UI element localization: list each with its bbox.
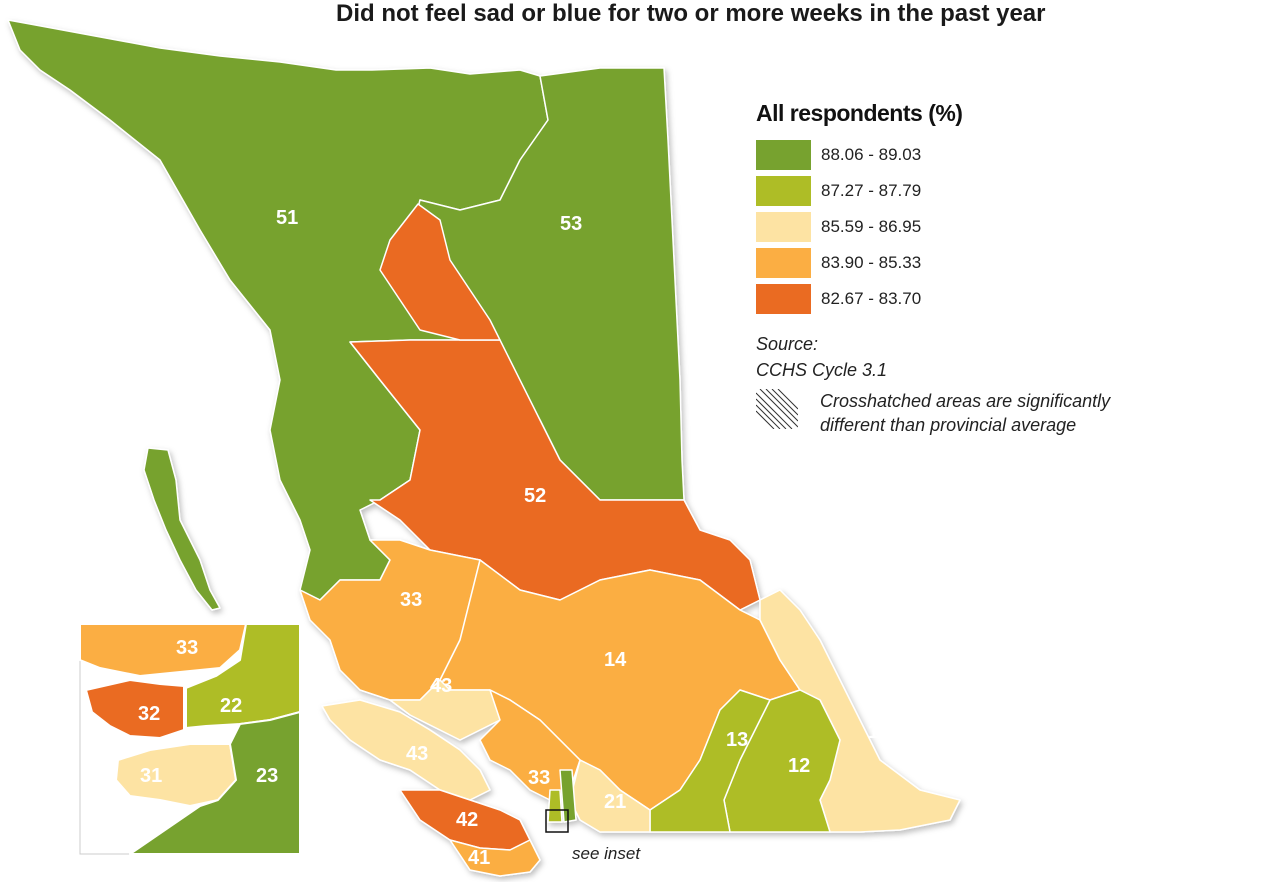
legend-label: 85.59 - 86.95	[821, 217, 922, 236]
region-13-area	[649, 689, 771, 833]
map-title: Did not feel sad or blue for two or more…	[336, 0, 1046, 27]
region-41-area	[449, 839, 541, 877]
legend-label: 87.27 - 87.79	[821, 181, 922, 200]
legend-label: 88.06 - 89.03	[821, 145, 922, 164]
crosshatch-icon	[756, 389, 798, 429]
legend-swatch	[756, 176, 811, 206]
legend-row: 88.06 - 89.03	[756, 137, 1216, 173]
region-label-33b: 33	[528, 767, 550, 789]
inset-label-31: 31	[140, 765, 162, 787]
region-label-43a: 43	[430, 675, 452, 697]
source-label: Source:	[756, 334, 819, 354]
region-43-island	[321, 699, 491, 801]
legend-swatch	[756, 248, 811, 278]
legend: All respondents (%) 88.06 - 89.03 87.27 …	[756, 100, 1216, 437]
region-label-43b: 43	[406, 743, 428, 765]
legend-title: All respondents (%)	[756, 100, 963, 126]
inset-label-33: 33	[176, 637, 198, 659]
legend-label: 83.90 - 85.33	[821, 253, 922, 272]
legend-row: 85.59 - 86.95	[756, 209, 1216, 245]
crosshatch-line1: Crosshatched areas are significantly	[820, 391, 1111, 411]
region-label-41: 41	[468, 847, 490, 869]
region-label-14: 14	[604, 649, 627, 671]
source-value: CCHS Cycle 3.1	[756, 360, 888, 380]
inset-region-22	[185, 623, 301, 729]
region-22-strip	[547, 789, 563, 823]
source-note: Source: CCHS Cycle 3.1	[756, 331, 1216, 383]
region-23-strip	[559, 769, 577, 823]
inset-region-33	[79, 623, 247, 677]
region-label-42: 42	[456, 809, 478, 831]
crosshatch-line2: different than provincial average	[820, 415, 1077, 435]
legend-row: 83.90 - 85.33	[756, 245, 1216, 281]
region-label-51: 51	[276, 207, 298, 229]
region-label-11: 11	[868, 721, 889, 743]
region-label-12: 12	[788, 755, 810, 777]
inset-label-32: 32	[138, 703, 160, 725]
legend-swatch	[756, 212, 811, 242]
inset-label-22: 22	[220, 695, 242, 717]
region-label-53: 53	[560, 213, 582, 235]
legend-swatch	[756, 140, 811, 170]
inset-label-23: 23	[256, 765, 278, 787]
region-52-north	[379, 203, 501, 341]
region-label-13: 13	[726, 729, 748, 751]
region-labels: 51 53 52 33 14 43 43 33 13 12 11 21 42 4…	[138, 207, 889, 869]
legend-label: 82.67 - 83.70	[821, 289, 922, 308]
crosshatch-note: Crosshatched areas are significantly dif…	[756, 389, 1216, 437]
inset-map	[79, 623, 301, 855]
inset-region-23	[129, 711, 301, 855]
region-label-33: 33	[400, 589, 422, 611]
inset-region-32	[85, 679, 185, 739]
region-51-islands	[143, 447, 221, 611]
inset-note: see inset	[572, 844, 641, 863]
region-label-21: 21	[604, 791, 626, 813]
legend-row: 87.27 - 87.79	[756, 173, 1216, 209]
region-label-52: 52	[524, 485, 546, 507]
inset-locator-box	[545, 809, 569, 833]
legend-swatch	[756, 284, 811, 314]
legend-row: 82.67 - 83.70	[756, 281, 1216, 317]
